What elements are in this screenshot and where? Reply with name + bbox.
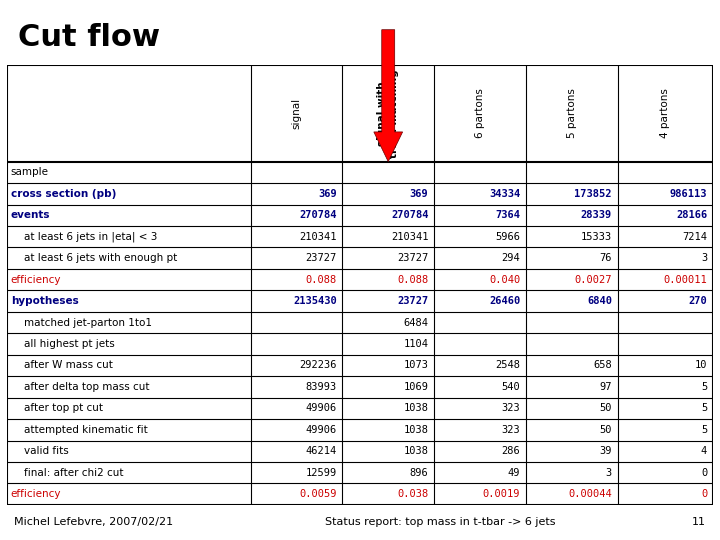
Text: 49906: 49906 xyxy=(305,403,337,413)
Text: 50: 50 xyxy=(599,425,612,435)
Text: 26460: 26460 xyxy=(489,296,520,306)
Text: 896: 896 xyxy=(410,468,428,478)
Text: 270784: 270784 xyxy=(391,210,428,220)
Text: 12599: 12599 xyxy=(305,468,337,478)
Text: 6 partons: 6 partons xyxy=(475,88,485,138)
Text: 1038: 1038 xyxy=(403,425,428,435)
Text: 5: 5 xyxy=(701,382,707,392)
Text: 5: 5 xyxy=(701,425,707,435)
Text: 46214: 46214 xyxy=(305,446,337,456)
Text: 34334: 34334 xyxy=(489,189,520,199)
Text: 23727: 23727 xyxy=(397,253,428,263)
Text: 23727: 23727 xyxy=(397,296,428,306)
Text: after W mass cut: after W mass cut xyxy=(11,360,112,370)
Text: events: events xyxy=(11,210,50,220)
Text: 50: 50 xyxy=(599,403,612,413)
Text: 23727: 23727 xyxy=(305,253,337,263)
Text: 5966: 5966 xyxy=(495,232,520,242)
Text: 1038: 1038 xyxy=(403,403,428,413)
Text: 292236: 292236 xyxy=(300,360,337,370)
Text: 270784: 270784 xyxy=(300,210,337,220)
Text: after delta top mass cut: after delta top mass cut xyxy=(11,382,149,392)
Text: sample: sample xyxy=(11,167,49,177)
Text: 210341: 210341 xyxy=(391,232,428,242)
Text: signal: signal xyxy=(292,98,302,129)
Text: after top pt cut: after top pt cut xyxy=(11,403,103,413)
Text: 0.088: 0.088 xyxy=(397,275,428,285)
Text: 323: 323 xyxy=(501,403,520,413)
Text: 4 partons: 4 partons xyxy=(660,88,670,138)
Text: 39: 39 xyxy=(599,446,612,456)
Text: 369: 369 xyxy=(318,189,337,199)
Text: 270: 270 xyxy=(688,296,707,306)
Text: matched jet-parton 1to1: matched jet-parton 1to1 xyxy=(11,318,152,328)
Text: 0.0019: 0.0019 xyxy=(482,489,520,499)
Text: 83993: 83993 xyxy=(305,382,337,392)
Text: 0: 0 xyxy=(701,489,707,499)
Text: 0.088: 0.088 xyxy=(305,275,337,285)
Text: 0.0059: 0.0059 xyxy=(300,489,337,499)
Text: 0.0027: 0.0027 xyxy=(575,275,612,285)
Text: 658: 658 xyxy=(593,360,612,370)
Text: at least 6 jets with enough pt: at least 6 jets with enough pt xyxy=(11,253,177,263)
Text: signal with
truth matching: signal with truth matching xyxy=(377,69,399,158)
Text: 28339: 28339 xyxy=(580,210,612,220)
Text: 3: 3 xyxy=(606,468,612,478)
Text: 49906: 49906 xyxy=(305,425,337,435)
Text: 2548: 2548 xyxy=(495,360,520,370)
Text: 1073: 1073 xyxy=(403,360,428,370)
Text: 0.00044: 0.00044 xyxy=(568,489,612,499)
Text: 0: 0 xyxy=(701,468,707,478)
Text: hypotheses: hypotheses xyxy=(11,296,78,306)
Text: 5: 5 xyxy=(701,403,707,413)
Text: 286: 286 xyxy=(501,446,520,456)
Text: 294: 294 xyxy=(501,253,520,263)
Text: efficiency: efficiency xyxy=(11,275,61,285)
Text: 2135430: 2135430 xyxy=(293,296,337,306)
Text: 1038: 1038 xyxy=(403,446,428,456)
Text: cross section (pb): cross section (pb) xyxy=(11,189,116,199)
Text: Michel Lefebvre, 2007/02/21: Michel Lefebvre, 2007/02/21 xyxy=(14,517,174,528)
Text: 369: 369 xyxy=(410,189,428,199)
Text: 7364: 7364 xyxy=(495,210,520,220)
Text: 6840: 6840 xyxy=(587,296,612,306)
Text: 6484: 6484 xyxy=(403,318,428,328)
Text: 4: 4 xyxy=(701,446,707,456)
Text: 986113: 986113 xyxy=(670,189,707,199)
Text: 540: 540 xyxy=(501,382,520,392)
Polygon shape xyxy=(374,30,402,161)
Text: final: after chi2 cut: final: after chi2 cut xyxy=(11,468,123,478)
Text: 49: 49 xyxy=(508,468,520,478)
Text: 323: 323 xyxy=(501,425,520,435)
Text: efficiency: efficiency xyxy=(11,489,61,499)
Text: 3: 3 xyxy=(701,253,707,263)
Text: 0.040: 0.040 xyxy=(489,275,520,285)
Text: 173852: 173852 xyxy=(575,189,612,199)
Text: 11: 11 xyxy=(692,517,706,528)
Text: all highest pt jets: all highest pt jets xyxy=(11,339,114,349)
Text: 15333: 15333 xyxy=(580,232,612,242)
Text: Status report: top mass in t-tbar -> 6 jets: Status report: top mass in t-tbar -> 6 j… xyxy=(325,517,555,528)
Text: attempted kinematic fit: attempted kinematic fit xyxy=(11,425,148,435)
Text: 210341: 210341 xyxy=(300,232,337,242)
Text: 76: 76 xyxy=(599,253,612,263)
Text: 97: 97 xyxy=(599,382,612,392)
Text: 5 partons: 5 partons xyxy=(567,88,577,138)
Text: 10: 10 xyxy=(695,360,707,370)
Text: Cut flow: Cut flow xyxy=(18,23,160,52)
Text: at least 6 jets in |eta| < 3: at least 6 jets in |eta| < 3 xyxy=(11,232,157,242)
Text: 0.00011: 0.00011 xyxy=(663,275,707,285)
Text: 0.038: 0.038 xyxy=(397,489,428,499)
Text: 7214: 7214 xyxy=(682,232,707,242)
Text: valid fits: valid fits xyxy=(11,446,68,456)
Text: 1104: 1104 xyxy=(403,339,428,349)
Text: 1069: 1069 xyxy=(403,382,428,392)
Text: 28166: 28166 xyxy=(676,210,707,220)
